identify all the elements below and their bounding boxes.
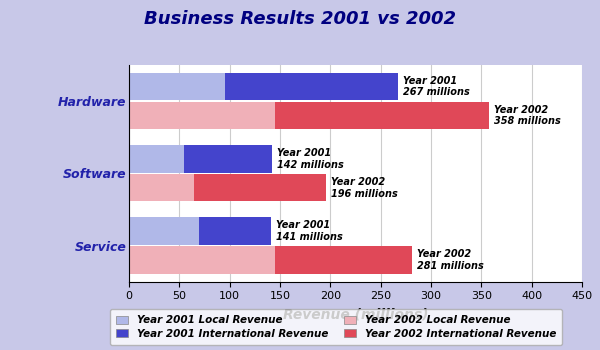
Bar bbox=[129, 102, 275, 129]
Bar bbox=[184, 145, 272, 173]
Text: Year 2001
142 millions: Year 2001 142 millions bbox=[277, 148, 344, 170]
Bar bbox=[129, 73, 224, 100]
Text: Year 2002
358 millions: Year 2002 358 millions bbox=[494, 105, 561, 126]
Text: Year 2001
267 millions: Year 2001 267 millions bbox=[403, 76, 470, 97]
Text: Year 2002
281 millions: Year 2002 281 millions bbox=[417, 249, 484, 271]
X-axis label: Revenue (millions): Revenue (millions) bbox=[283, 307, 428, 321]
Bar bbox=[194, 174, 326, 202]
Bar bbox=[129, 145, 184, 173]
Text: Business Results 2001 vs 2002: Business Results 2001 vs 2002 bbox=[144, 10, 456, 28]
Legend: Year 2001 Local Revenue, Year 2001 International Revenue, Year 2002 Local Revenu: Year 2001 Local Revenue, Year 2001 Inter… bbox=[110, 309, 562, 345]
Bar bbox=[275, 102, 490, 129]
Bar bbox=[275, 246, 412, 274]
Bar bbox=[199, 217, 271, 245]
Bar bbox=[224, 73, 398, 100]
Bar bbox=[129, 217, 199, 245]
Bar bbox=[129, 246, 275, 274]
Text: Year 2001
141 millions: Year 2001 141 millions bbox=[276, 220, 343, 242]
Text: Year 2002
196 millions: Year 2002 196 millions bbox=[331, 177, 398, 198]
Bar bbox=[129, 174, 194, 202]
